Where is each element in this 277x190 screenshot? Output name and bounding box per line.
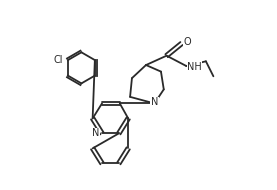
Text: N: N <box>92 128 100 138</box>
Text: NH: NH <box>187 62 202 72</box>
Text: Cl: Cl <box>54 55 63 65</box>
Text: O: O <box>183 37 191 47</box>
Text: N: N <box>151 97 158 108</box>
